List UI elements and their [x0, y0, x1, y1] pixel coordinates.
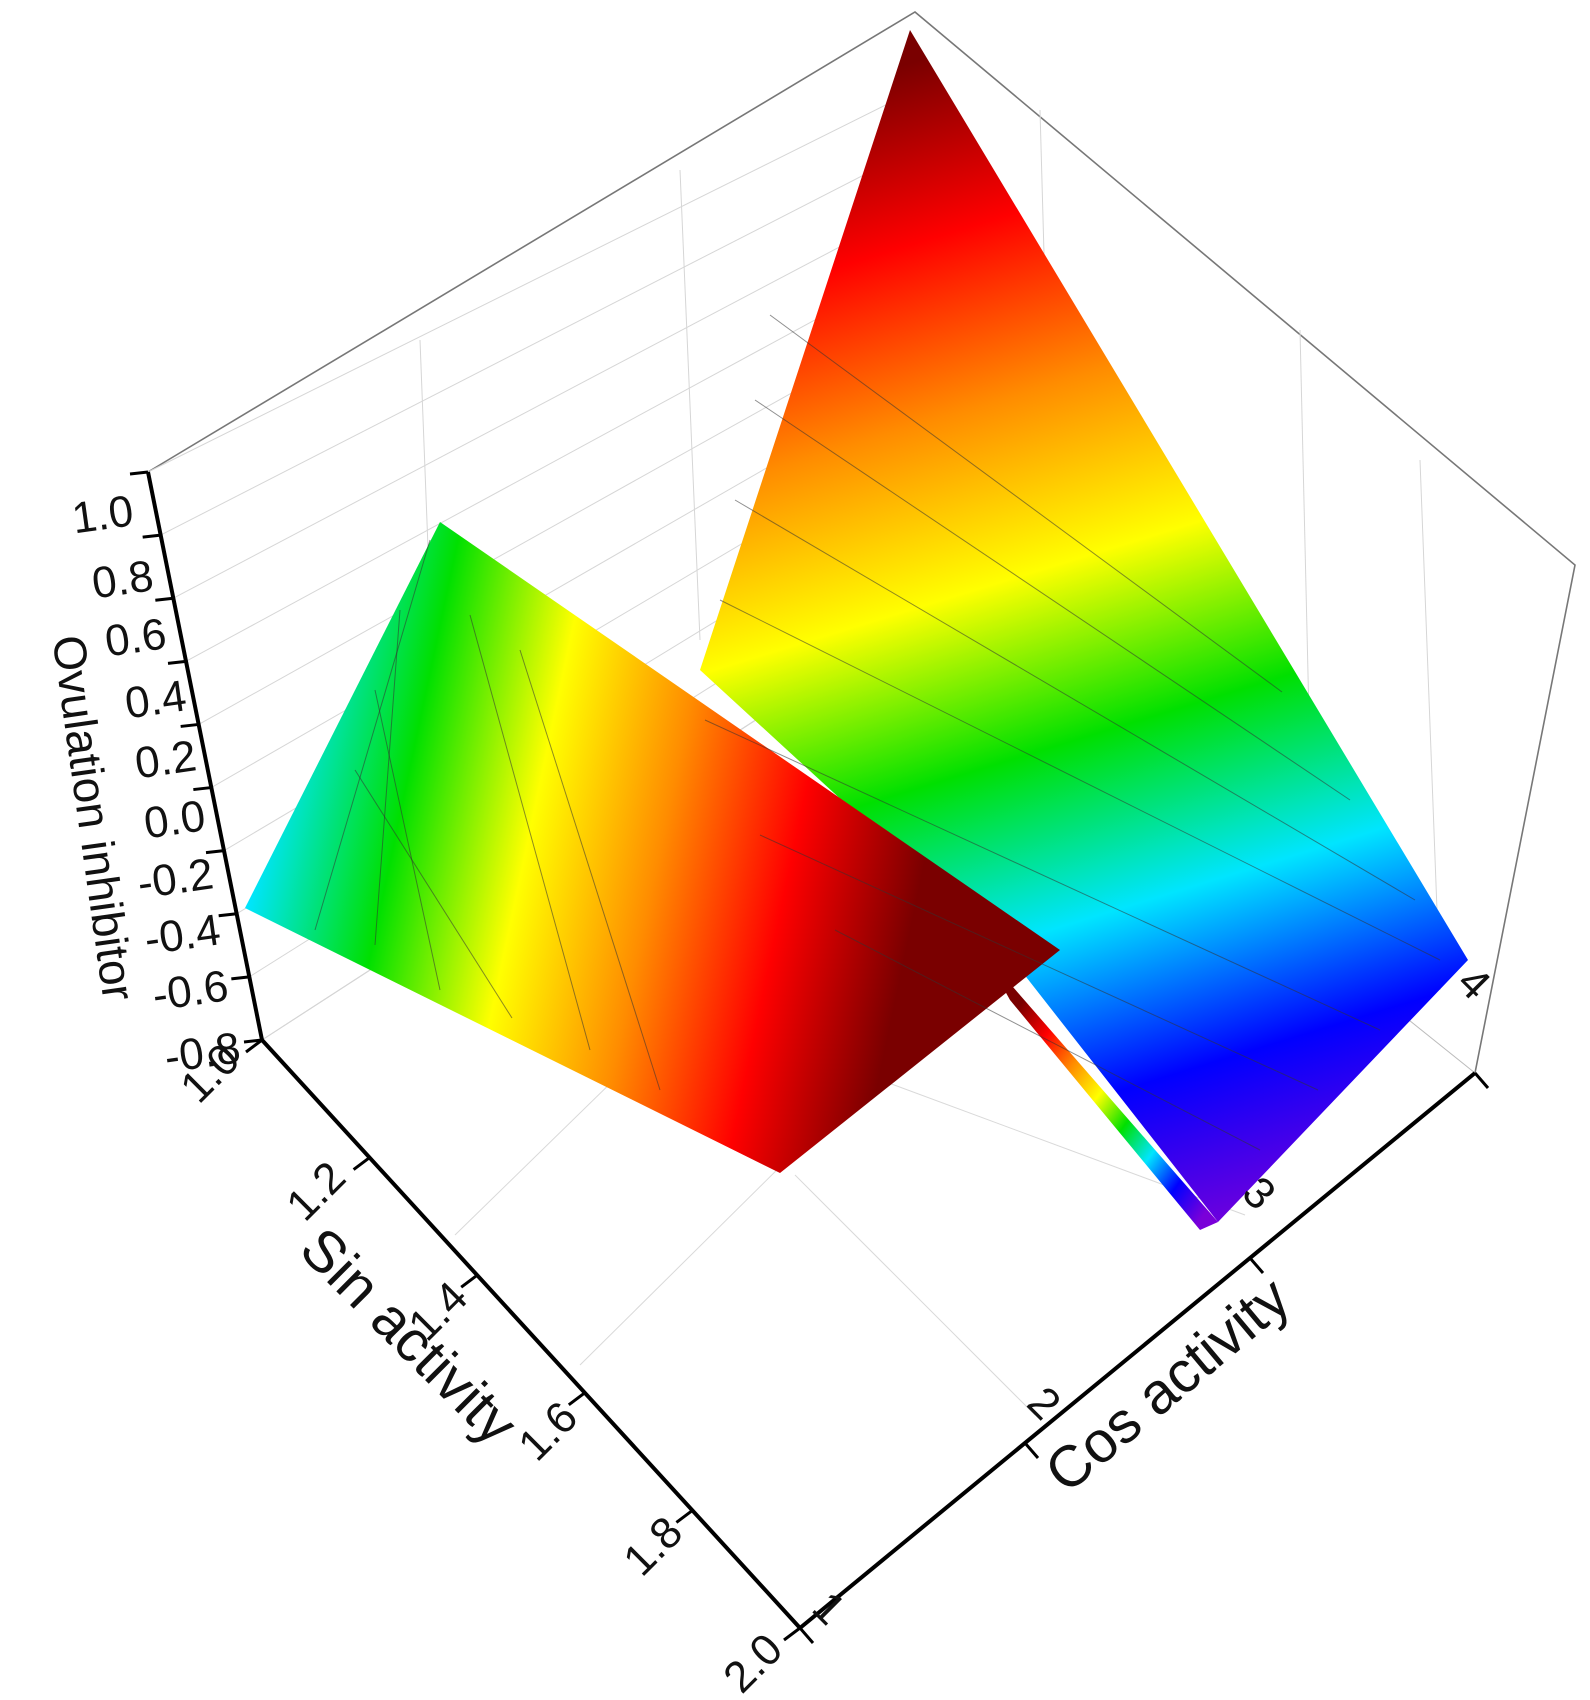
- contour-line: [734, 499, 1416, 901]
- z-tick: [205, 849, 225, 855]
- z-tick: [231, 975, 250, 981]
- z-tick: [243, 1038, 263, 1044]
- z-tick-label: -0.2: [134, 849, 216, 908]
- contour-line: [769, 314, 1283, 693]
- x-tick: [567, 1391, 586, 1407]
- z-tick: [180, 722, 199, 728]
- y-tick: [1248, 1257, 1265, 1274]
- y-axis-line: [798, 1071, 1477, 1630]
- surface-panel: [245, 522, 1060, 1173]
- grid-line: [185, 271, 905, 662]
- contour-line: [719, 599, 1441, 961]
- x-tick: [783, 1626, 801, 1642]
- z-tick-label: -0.4: [141, 905, 223, 964]
- x-axis-line: [260, 1038, 802, 1630]
- z-tick-label: 0.4: [122, 671, 189, 728]
- axes: [129, 470, 1490, 1644]
- x-tick-label: 2.0: [714, 1624, 792, 1700]
- z-tick-label: 1.0: [69, 486, 136, 543]
- contour-line: [314, 539, 431, 931]
- contour-line: [374, 609, 401, 946]
- contour-line: [759, 834, 1319, 1091]
- z-tick-label: -0.6: [149, 961, 231, 1020]
- surface-panel: [985, 955, 1218, 1230]
- x-tick: [675, 1509, 694, 1524]
- grid-line: [198, 329, 906, 725]
- grid-line: [794, 1174, 1036, 1416]
- grid-line: [160, 155, 903, 536]
- z-tick: [155, 596, 174, 602]
- z-tick-label: -0.8: [161, 1023, 243, 1082]
- y-tick: [1473, 1072, 1490, 1089]
- z-axis-line: [146, 471, 264, 1041]
- z-tick: [218, 912, 237, 918]
- surface-panel: [700, 30, 1468, 1222]
- z-tick-label: 0.0: [141, 791, 208, 848]
- grid-line: [147, 96, 902, 473]
- z-tick: [193, 786, 212, 792]
- contour-line: [469, 614, 591, 1051]
- grid-line: [679, 169, 701, 641]
- z-axis-tick-labels: -0.8 -0.6 -0.4 -0.2 0.0 0.2 0.4 0.6 0.8 …: [69, 486, 243, 1082]
- x-axis-title: Sin activity: [288, 1215, 530, 1457]
- x-tick: [245, 1038, 263, 1054]
- contour-line: [374, 689, 441, 991]
- z-tick: [142, 533, 161, 539]
- contour-line: [754, 399, 1351, 801]
- grid-line: [1419, 459, 1441, 991]
- z-tick-label: 0.2: [132, 731, 199, 788]
- y-tick: [1023, 1442, 1040, 1459]
- x-tick: [460, 1273, 479, 1289]
- z-tick-label: 0.6: [102, 609, 169, 666]
- contour-line: [354, 769, 513, 1019]
- z-tick-label: 0.8: [89, 551, 156, 608]
- contour-line: [704, 719, 1381, 1031]
- grid-line: [1299, 329, 1311, 761]
- y-tick-label: 2: [1018, 1377, 1070, 1429]
- y-axis-title: Cos activity: [1033, 1265, 1302, 1505]
- grid-line: [173, 213, 904, 599]
- z-tick: [167, 659, 187, 665]
- z-tick: [129, 470, 149, 476]
- axes-box-edge: [147, 11, 1576, 1074]
- x-tick-label: 1.2: [277, 1152, 355, 1230]
- contour-line: [519, 649, 661, 1091]
- y-tick: [798, 1627, 815, 1644]
- contour-line: [834, 929, 1261, 1151]
- surface: [245, 30, 1468, 1230]
- x-tick: [352, 1156, 371, 1171]
